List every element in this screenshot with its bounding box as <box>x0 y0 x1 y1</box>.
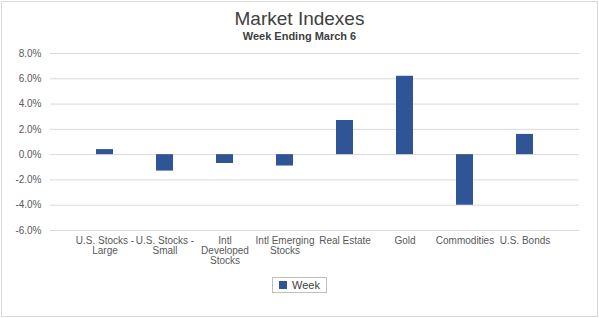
html-text:Week: Week <box>292 279 320 291</box>
svg-text:6.0%: 6.0% <box>19 73 42 84</box>
svg-text:-4.0%: -4.0% <box>15 199 41 210</box>
svg-text:IntlDevelopedStocks: IntlDevelopedStocks <box>201 235 249 266</box>
svg-text:Intl EmergingStocks: Intl EmergingStocks <box>256 235 315 256</box>
html-text:Week Ending March 6: Week Ending March 6 <box>242 30 357 42</box>
svg-text:Real Estate: Real Estate <box>319 235 371 246</box>
svg-text:U.S. Stocks -Small: U.S. Stocks -Small <box>136 235 194 256</box>
svg-text:4.0%: 4.0% <box>19 98 42 109</box>
svg-text:Commodities: Commodities <box>436 235 494 246</box>
svg-text:U.S. Bonds: U.S. Bonds <box>500 235 551 246</box>
svg-text:-2.0%: -2.0% <box>15 174 41 185</box>
svg-text:2.0%: 2.0% <box>19 124 42 135</box>
html-text:Market Indexes: Market Indexes <box>234 8 365 29</box>
svg-text:-6.0%: -6.0% <box>15 225 41 236</box>
svg-text:8.0%: 8.0% <box>19 48 42 59</box>
svg-text:0.0%: 0.0% <box>19 149 42 160</box>
svg-text:Gold: Gold <box>394 235 415 246</box>
svg-text:U.S. Stocks -Large: U.S. Stocks -Large <box>76 235 134 256</box>
